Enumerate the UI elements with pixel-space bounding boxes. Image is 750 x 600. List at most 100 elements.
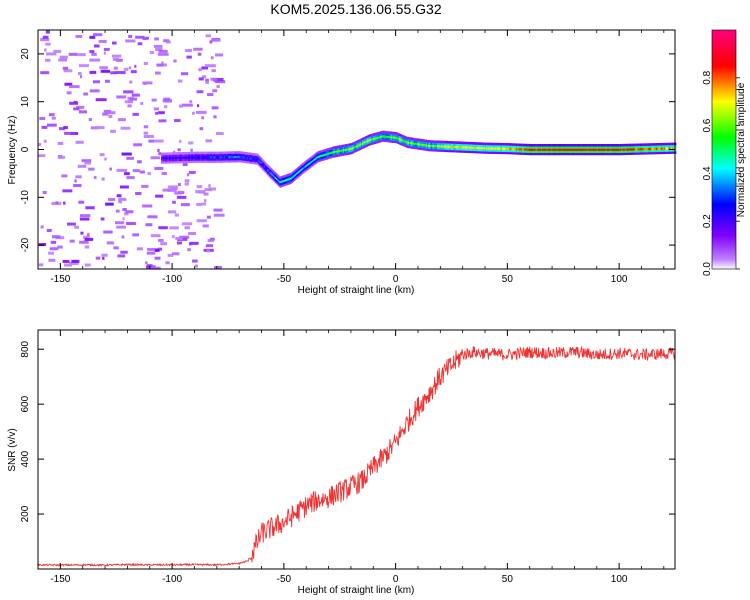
ridge-cell (305, 162, 307, 166)
ridge-cell (431, 140, 433, 143)
ridge-cell (214, 155, 216, 159)
ridge-cell (194, 151, 196, 155)
ridge-cell (536, 146, 538, 149)
ridge-cell (192, 153, 194, 157)
ridge-cell (181, 158, 183, 162)
ridge-cell (443, 149, 446, 152)
ridge-cell (566, 152, 568, 156)
ridge-cell (231, 155, 233, 159)
ridge-cell (337, 145, 339, 149)
ridge-cell (381, 130, 383, 134)
ridge-cell (458, 147, 460, 151)
ridge-cell (489, 144, 491, 148)
ridge-cell (311, 157, 314, 161)
ridge-cell (440, 149, 442, 152)
ridge-cell (407, 139, 410, 142)
ridge-cell (634, 150, 637, 153)
ridge-cell (587, 143, 590, 147)
noise-speckle (174, 213, 180, 217)
ridge-cell (600, 152, 602, 156)
noise-speckle (176, 195, 187, 199)
ridge-cell (505, 145, 507, 148)
ridge-cell (647, 145, 649, 149)
ridge-cell (271, 175, 273, 178)
ridge-cell (586, 150, 589, 154)
ridge-cell (302, 168, 305, 172)
ridge-cell (582, 150, 584, 154)
noise-speckle (73, 184, 82, 188)
ridge-cell (523, 145, 525, 149)
ridge-cell (348, 143, 351, 147)
ridge-cell (591, 150, 593, 154)
ridge-cell (233, 157, 235, 161)
ridge-cell (596, 143, 599, 147)
noise-speckle (215, 131, 224, 135)
ridge-cell (576, 150, 579, 154)
ridge-cell (306, 164, 308, 167)
ridge-cell (390, 137, 392, 141)
ridge-cell (319, 150, 322, 154)
ridge-cell (248, 152, 250, 155)
ridge-cell (611, 152, 613, 156)
ridge-cell (211, 151, 213, 155)
ridge-cell (536, 148, 538, 151)
ridge-cell (420, 140, 422, 144)
ridge-cell (382, 130, 384, 134)
ridge-cell (539, 148, 542, 151)
noise-speckle (71, 259, 80, 263)
ridge-cell (660, 149, 662, 152)
ridge-cell (557, 146, 560, 149)
ridge-cell (527, 146, 529, 149)
ridge-cell (355, 145, 357, 148)
ridge-cell (425, 141, 428, 145)
noise-speckle (79, 214, 91, 218)
ridge-cell (630, 143, 632, 147)
ridge-cell (637, 143, 639, 147)
ridge-cell (543, 150, 545, 154)
ridge-cell (319, 156, 322, 160)
ridge-cell (607, 146, 610, 149)
ridge-cell (234, 153, 237, 157)
ridge-cell (283, 177, 286, 180)
ridge-cell (587, 146, 590, 149)
ridge-cell (375, 134, 377, 138)
ridge-cell (505, 147, 507, 150)
ridge-cell (670, 151, 672, 154)
ridge-cell (626, 143, 629, 147)
ridge-cell (214, 160, 216, 163)
ridge-cell (230, 151, 232, 154)
ridge-cell (633, 143, 636, 147)
ridge-cell (249, 152, 251, 156)
ridge-cell (240, 151, 242, 154)
ridge-cell (341, 144, 344, 148)
ridge-cell (227, 160, 230, 163)
figure-title: KOM5.2025.136.06.55.G32 (270, 1, 441, 17)
ridge-cell (575, 152, 577, 156)
noise-speckle (197, 104, 200, 108)
ridge-cell (375, 132, 377, 136)
ridge-cell (364, 143, 366, 146)
ridge-cell (428, 142, 430, 145)
ridge-cell (227, 155, 230, 159)
ridge-cell (390, 140, 392, 143)
ridge-cell (602, 146, 604, 149)
ridge-cell (179, 154, 182, 157)
ridge-cell (564, 146, 566, 149)
ridge-cell (259, 162, 261, 166)
ridge-cell (533, 146, 535, 149)
ridge-cell (657, 151, 659, 155)
ridge-cell (490, 149, 493, 152)
ridge-cell (412, 144, 414, 147)
ridge-cell (620, 146, 622, 149)
ridge-cell (394, 134, 396, 137)
ridge-cell (359, 138, 362, 142)
ridge-cell (525, 148, 527, 151)
ridge-cell (205, 151, 208, 155)
spectrogram-y-label: Frequency (Hz) (7, 116, 18, 185)
ridge-cell (246, 156, 249, 160)
ridge-cell (337, 149, 339, 153)
ridge-cell (605, 146, 608, 149)
ridge-cell (424, 141, 427, 145)
ridge-cell (398, 142, 401, 145)
ridge-cell (628, 150, 630, 153)
